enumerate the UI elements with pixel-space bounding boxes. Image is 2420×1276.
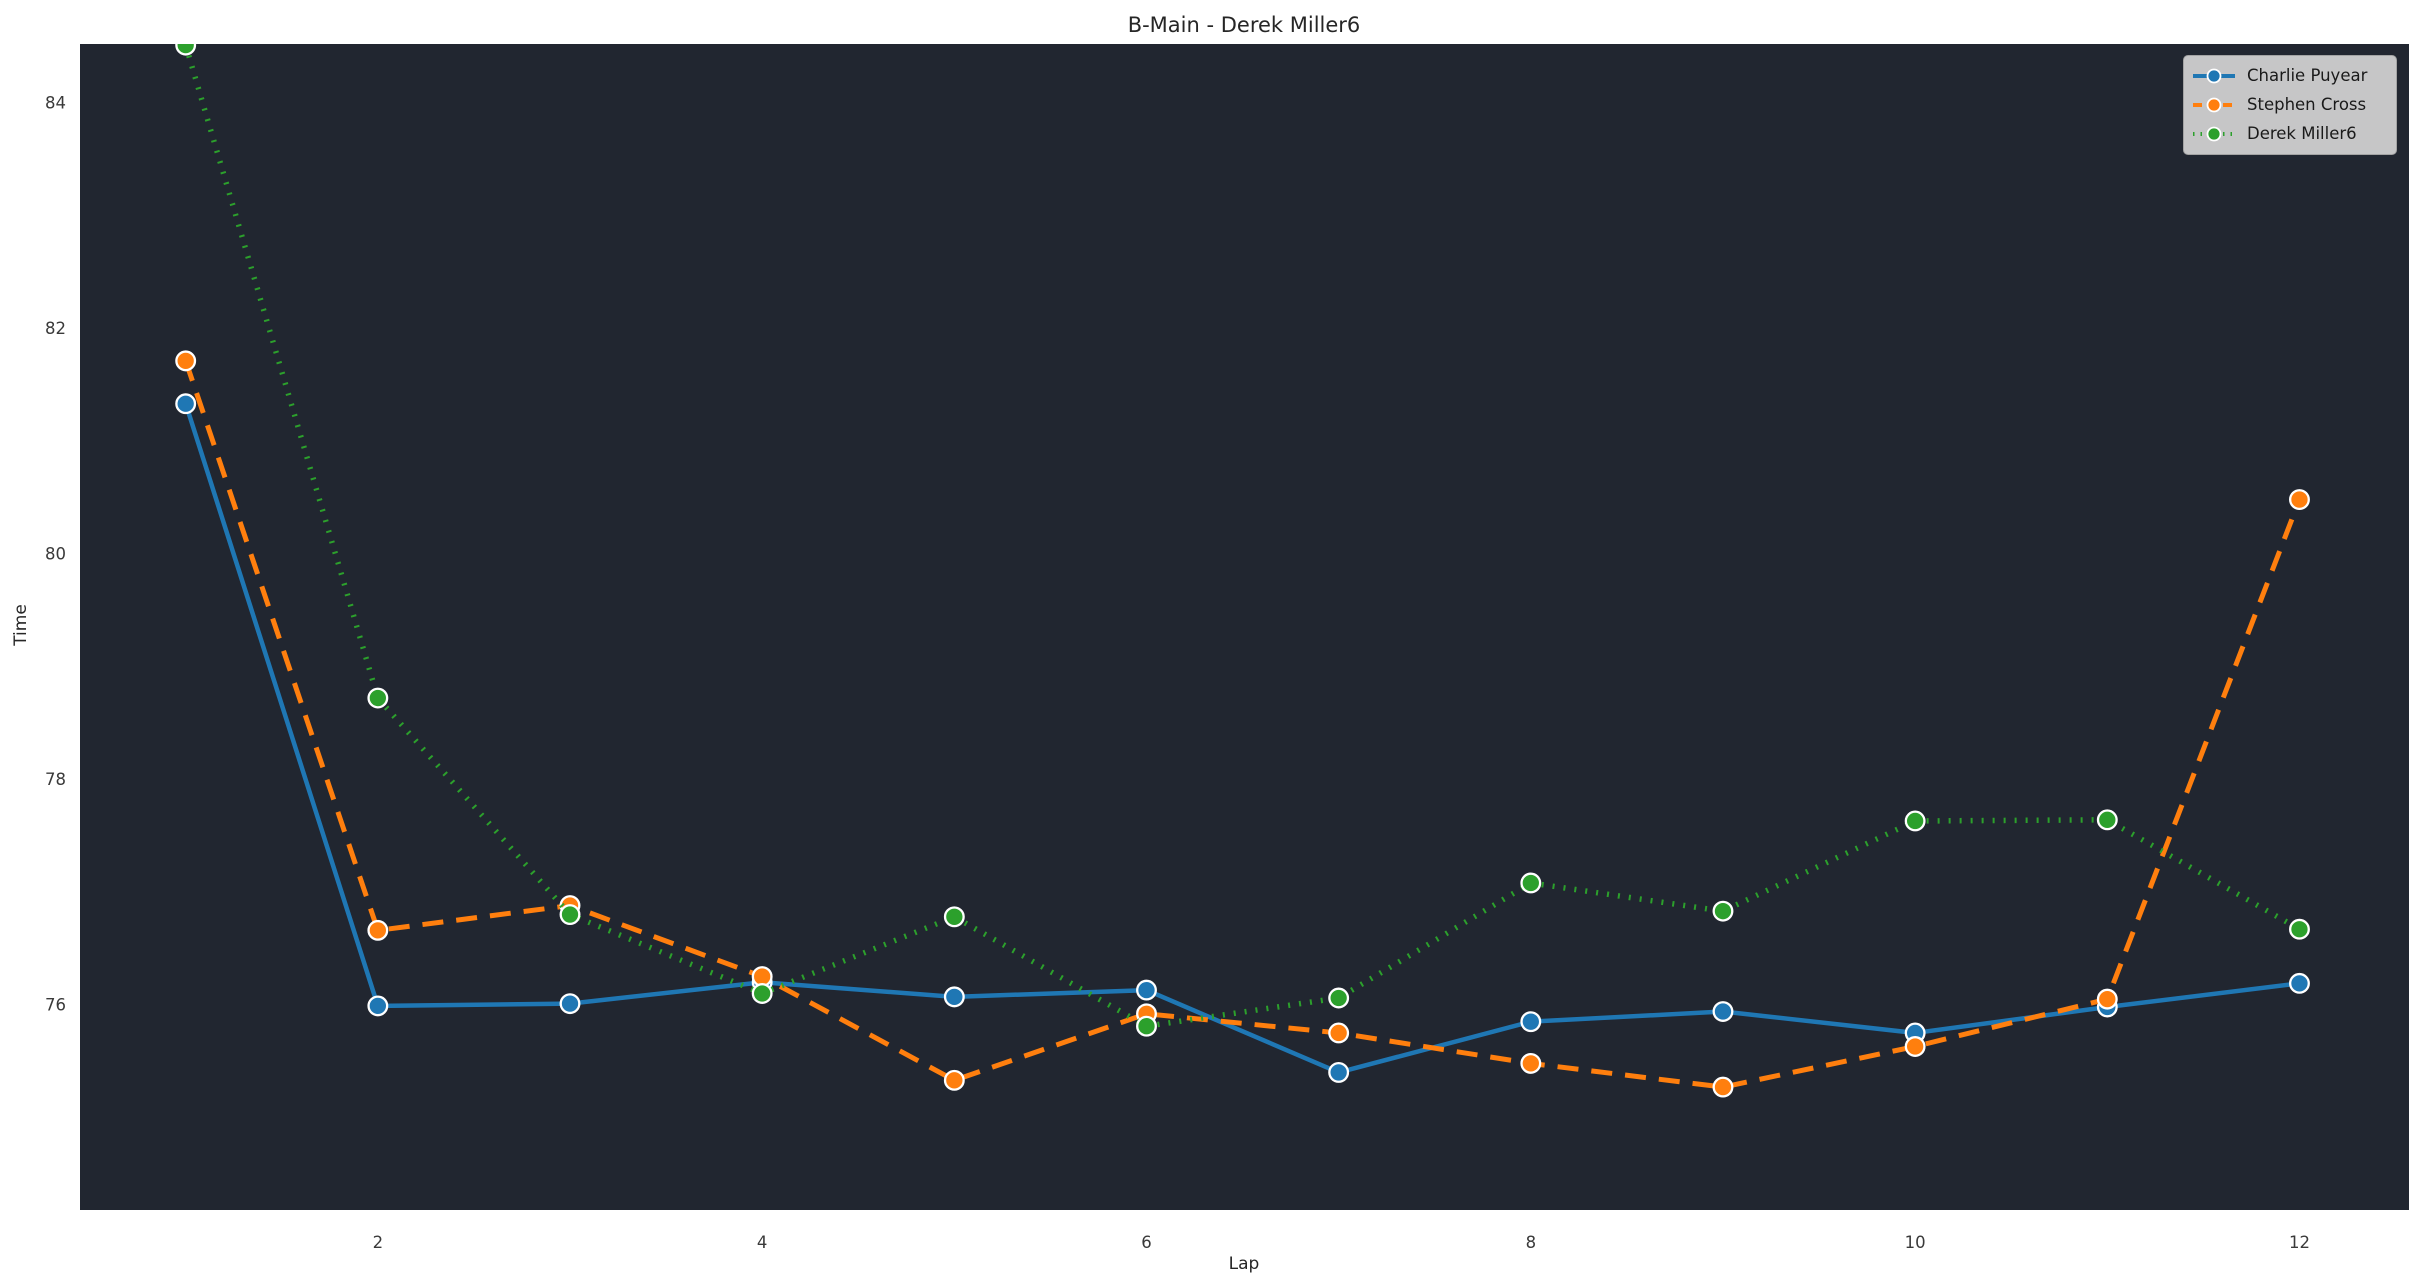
y-tick-label: 78 bbox=[45, 770, 66, 789]
data-point-marker bbox=[943, 986, 965, 1008]
x-tick-label: 2 bbox=[373, 1233, 384, 1252]
legend: Charlie Puyear Stephen Cross Derek Mille… bbox=[2183, 55, 2397, 155]
y-tick-label: 84 bbox=[45, 93, 66, 112]
data-point-marker bbox=[1136, 1015, 1157, 1037]
data-point-marker bbox=[1712, 1076, 1734, 1098]
data-point-marker bbox=[943, 1069, 965, 1091]
series-derek-miller6 bbox=[175, 44, 2310, 1037]
y-tick-label: 82 bbox=[45, 319, 66, 338]
legend-line-sample-icon bbox=[2193, 68, 2235, 83]
data-point-marker bbox=[943, 906, 965, 928]
data-point-marker bbox=[2289, 489, 2310, 511]
data-point-marker bbox=[1520, 872, 1542, 894]
x-tick-label: 6 bbox=[1141, 1233, 1152, 1252]
data-point-marker bbox=[1328, 987, 1350, 1009]
data-point-marker bbox=[2096, 809, 2118, 831]
data-point-marker bbox=[1328, 1061, 1350, 1083]
data-point-marker bbox=[1712, 1001, 1734, 1022]
data-point-marker bbox=[175, 350, 197, 372]
data-point-marker bbox=[1136, 979, 1157, 1001]
data-point-marker bbox=[2096, 988, 2118, 1010]
legend-label: Stephen Cross bbox=[2247, 95, 2367, 114]
x-tick-label: 8 bbox=[1526, 1233, 1537, 1252]
y-axis-label: Time bbox=[11, 604, 31, 646]
x-tick-label: 10 bbox=[1905, 1233, 1926, 1252]
legend-label: Derek Miller6 bbox=[2247, 124, 2357, 143]
chart-title: B-Main - Derek Miller6 bbox=[1127, 13, 1361, 37]
x-tick-label: 12 bbox=[2289, 1233, 2310, 1252]
series-line-stephen-cross bbox=[183, 360, 2302, 1090]
x-axis-label: Lap bbox=[1228, 1254, 1260, 1274]
data-point-marker bbox=[367, 687, 389, 709]
data-point-marker bbox=[175, 393, 197, 415]
x-tick-label: 4 bbox=[757, 1233, 768, 1252]
data-point-marker bbox=[559, 993, 581, 1015]
data-point-marker bbox=[1520, 1052, 1542, 1074]
y-tick-label: 80 bbox=[45, 544, 66, 563]
legend-item-charlie-puyear: Charlie Puyear bbox=[2191, 61, 2387, 90]
plot-background bbox=[80, 44, 2409, 1210]
legend-label: Charlie Puyear bbox=[2247, 66, 2368, 85]
data-point-marker bbox=[751, 983, 773, 1004]
data-point-marker bbox=[367, 919, 389, 941]
data-point-marker bbox=[1712, 900, 1734, 922]
data-point-marker bbox=[367, 995, 389, 1017]
y-tick-label: 76 bbox=[45, 996, 66, 1015]
legend-line-sample-icon bbox=[2193, 126, 2235, 141]
data-point-marker bbox=[1520, 1011, 1542, 1033]
data-point-marker bbox=[2289, 972, 2310, 994]
series-stephen-cross bbox=[175, 350, 2310, 1098]
legend-item-derek-miller6: Derek Miller6 bbox=[2191, 119, 2387, 148]
data-point-marker bbox=[2289, 918, 2310, 940]
series-line-charlie-puyear bbox=[183, 403, 2300, 1075]
data-point-marker bbox=[1328, 1022, 1350, 1044]
data-point-marker bbox=[559, 904, 581, 926]
legend-line-sample-icon bbox=[2193, 97, 2235, 112]
data-point-marker bbox=[1904, 1036, 1926, 1057]
data-point-marker bbox=[175, 44, 197, 56]
data-point-marker bbox=[1904, 810, 1926, 832]
legend-item-stephen-cross: Stephen Cross bbox=[2191, 90, 2387, 119]
